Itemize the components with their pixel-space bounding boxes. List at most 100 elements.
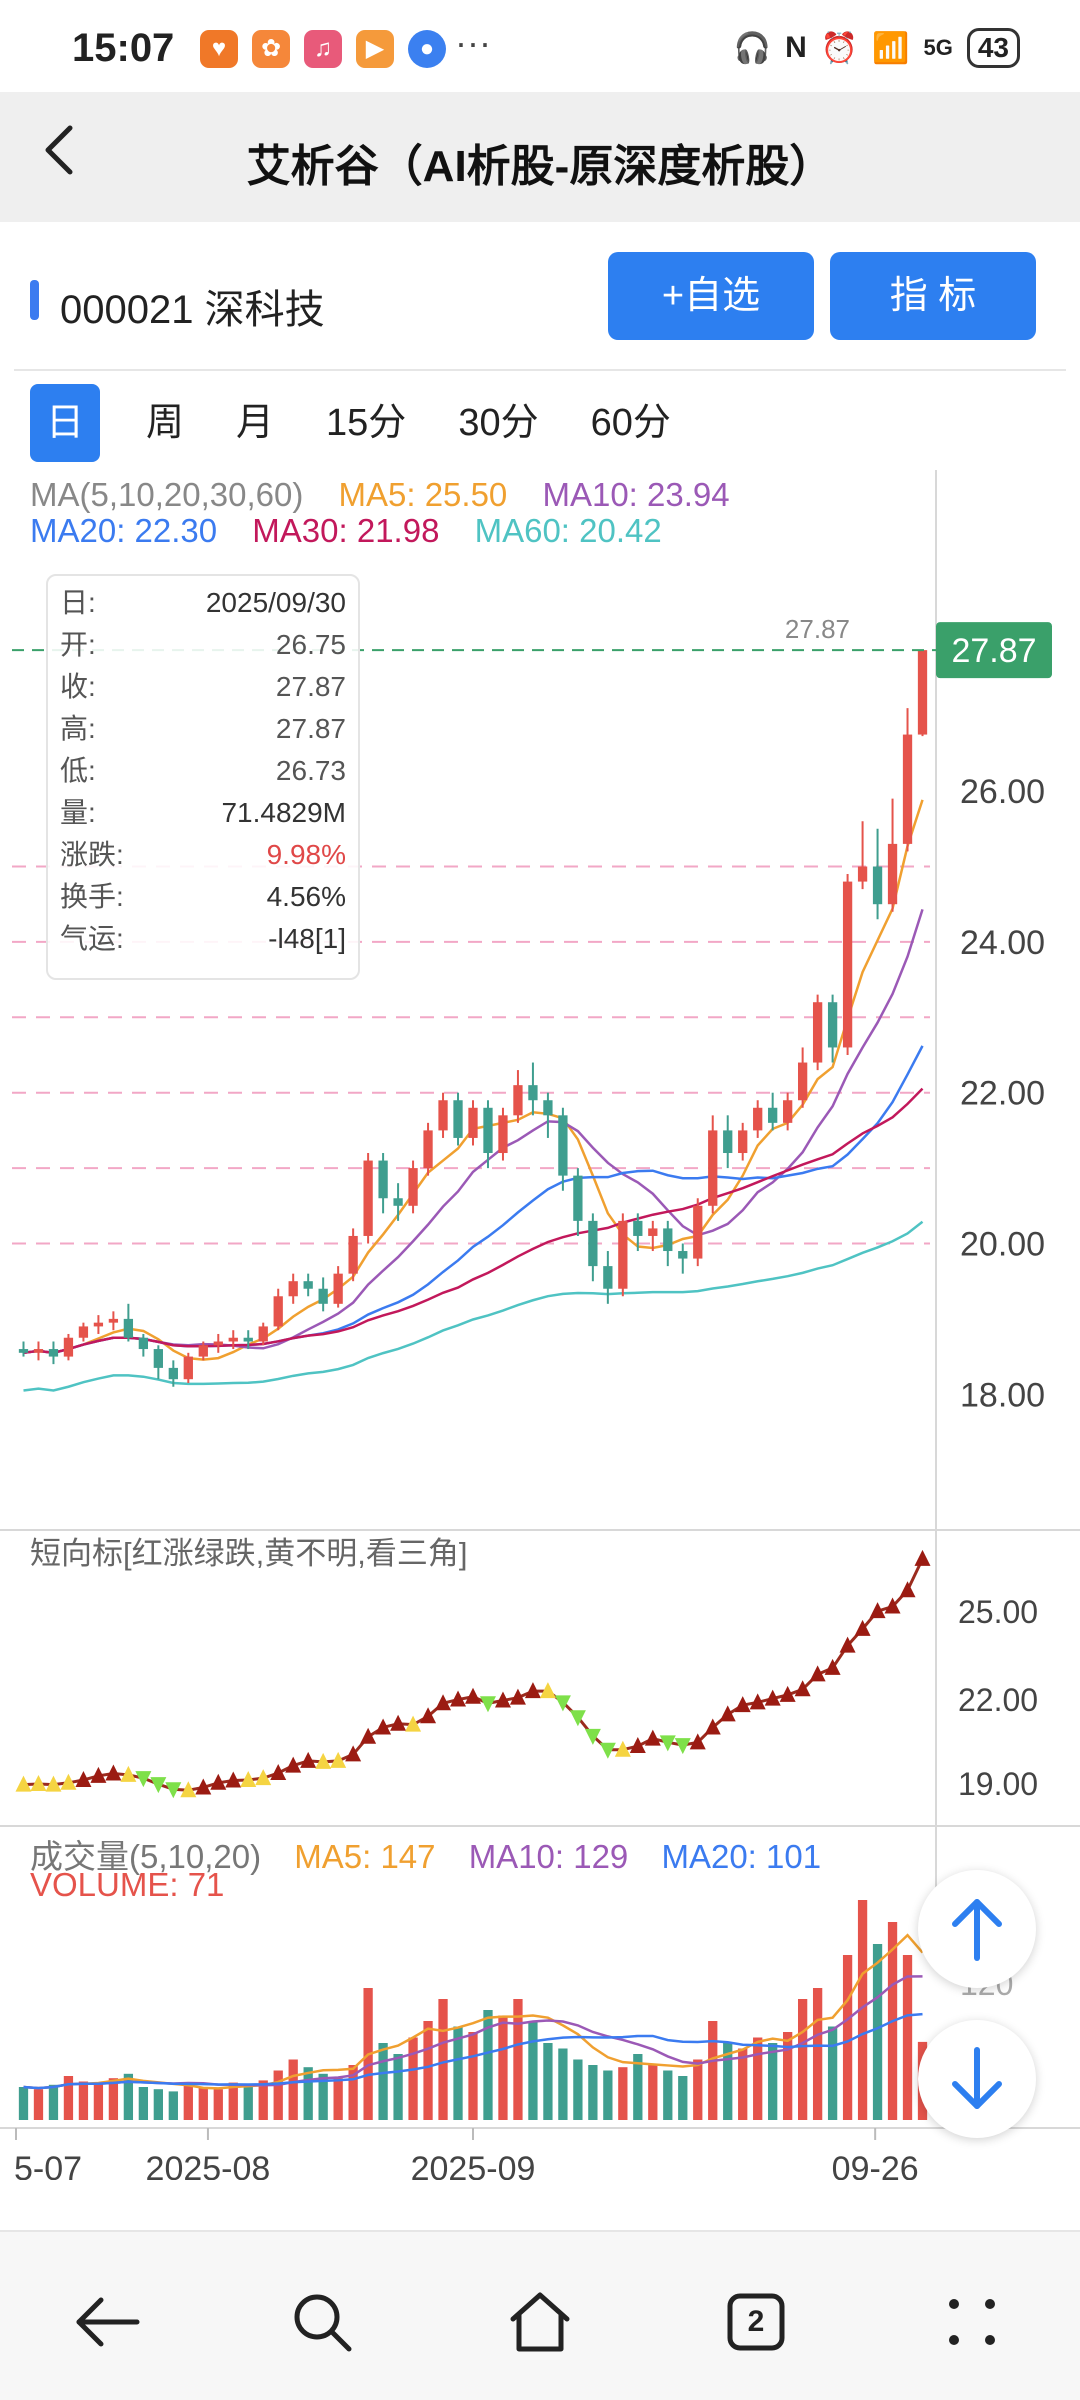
trend-triangle [899, 1581, 916, 1598]
taobao-icon: ♥ [200, 30, 238, 68]
scroll-down-button[interactable] [918, 2020, 1036, 2138]
stock-marker [30, 280, 39, 320]
volume-bar [18, 2087, 29, 2120]
price-axis: 26.00 24.00 22.00 20.00 18.00 [960, 773, 1045, 1414]
stock-row: 000021 深科技 +自选 指 标 [0, 222, 1080, 372]
sub-panel-label: 短向标[红涨绿跌,黄不明,看三角] [30, 1536, 468, 1571]
price-tick-label: 18.00 [960, 1376, 1045, 1414]
trend-triangle [569, 1710, 586, 1727]
tab-30min[interactable]: 30分 [458, 402, 539, 444]
trend-triangle [734, 1696, 751, 1713]
volume-bar [753, 2037, 763, 2120]
add-watchlist-button[interactable]: +自选 [608, 252, 814, 340]
trend-triangle [614, 1740, 631, 1757]
ma60-legend: MA60: 20.42 [474, 512, 662, 549]
volume-bar [902, 1955, 913, 2120]
trend-triangle [165, 1782, 182, 1799]
last-price-marker: 27.87 27.87 [12, 614, 1052, 679]
trend-triangle [749, 1693, 766, 1710]
last-price-note: 27.87 [785, 614, 850, 644]
ma-legend-line2: MA20: 22.30 MA30: 21.98 MA60: 20.42 [30, 512, 688, 550]
trend-triangle [120, 1765, 137, 1782]
candle-body [783, 1100, 793, 1123]
tab-week[interactable]: 周 [146, 402, 185, 444]
trend-triangle [584, 1728, 601, 1745]
candles [18, 650, 928, 1387]
back-icon[interactable] [38, 120, 78, 194]
x-tick-label: 2025-09 [411, 2150, 536, 2180]
last-price-tag [936, 622, 1052, 679]
trend-triangle [390, 1714, 407, 1731]
volume-bar [348, 2065, 358, 2120]
tabs-icon[interactable]: 2 [716, 2282, 796, 2362]
trend-triangle [75, 1771, 92, 1787]
candle-body [363, 1160, 373, 1236]
candle-body [348, 1235, 358, 1274]
candle-body [708, 1130, 718, 1206]
headphone-icon: 🎧 [733, 31, 772, 65]
tab-day[interactable]: 日 [30, 384, 100, 462]
volume-bar [678, 2076, 688, 2120]
trend-triangle [270, 1764, 287, 1781]
tab-month[interactable]: 月 [236, 402, 275, 444]
back-arrow-icon[interactable] [68, 2282, 148, 2362]
candle-body [797, 1062, 808, 1101]
volume-bar [153, 2089, 163, 2120]
candle-info-box: 日: 2025/09/30 开: 26.75 收: 27.87 高: 27.87 低: 2… [46, 574, 360, 980]
candle-body [378, 1160, 388, 1199]
video-icon: ▶ [356, 30, 394, 68]
trend-triangle [674, 1738, 691, 1755]
x-tick-label: 5-07 [14, 2150, 82, 2180]
trend-triangle [704, 1718, 721, 1735]
info-row-close: 收: 27.87 [60, 671, 346, 702]
info-row-turnover: 换手: 4.56% [60, 881, 346, 912]
volume-bar [603, 2070, 613, 2120]
trend-triangle [45, 1775, 62, 1792]
candle-body [168, 1367, 178, 1380]
sub-ytick-3: 19.00 [958, 1766, 1039, 1802]
search-icon[interactable] [282, 2282, 362, 2362]
trend-triangle [659, 1735, 676, 1752]
volume-panel [18, 1900, 928, 2120]
stock-chart[interactable]: 26.00 24.00 22.00 20.00 18.00 27.87 27.87 5-0… [0, 470, 1080, 2180]
indicator-button[interactable]: 指 标 [830, 252, 1036, 340]
menu-icon[interactable] [932, 2282, 1012, 2362]
vol-ma20-line [23, 2012, 923, 2090]
trend-triangle [809, 1665, 826, 1682]
trend-triangle [494, 1691, 511, 1708]
scroll-up-button[interactable] [918, 1870, 1036, 1988]
price-tick-label: 24.00 [960, 924, 1045, 962]
candle-body [333, 1273, 343, 1304]
volume-bar [618, 2067, 628, 2120]
info-row-change: 涨跌: 9.98% [60, 839, 346, 870]
candle-body [108, 1318, 119, 1323]
volume-bar [453, 2026, 463, 2120]
trend-triangle [599, 1742, 616, 1759]
ma30-line [23, 1087, 924, 1355]
candle-body [842, 881, 853, 1048]
trend-triangle [435, 1694, 452, 1711]
trend-triangle [465, 1687, 481, 1704]
volume-legend: 成交量(5,10,20) MA5: 147 MA10: 129 MA20: 10… [30, 1830, 821, 1878]
volume-bar [393, 2054, 403, 2120]
trend-triangle [330, 1751, 347, 1768]
price-tick-label: 26.00 [960, 773, 1045, 811]
tab-60min[interactable]: 60分 [590, 402, 671, 444]
candle-body [917, 650, 928, 735]
divider [14, 369, 1066, 371]
trend-triangle [300, 1751, 317, 1768]
vol-ma20-legend: MA20: 101 [661, 1838, 822, 1875]
candle-body [872, 866, 883, 905]
candle-body [303, 1281, 313, 1289]
nfc-icon: N [785, 31, 807, 64]
trend-triangle [375, 1718, 392, 1735]
trend-triangle [105, 1764, 122, 1781]
page-title: 艾析谷（AI析股-原深度析股） [246, 142, 834, 191]
volume-bar [288, 2059, 298, 2120]
browser-icon: ● [408, 30, 446, 68]
tab-15min[interactable]: 15分 [326, 402, 407, 444]
volume-bar [708, 2021, 718, 2120]
home-icon[interactable] [500, 2282, 580, 2362]
trend-triangle [644, 1729, 661, 1746]
volume-bar [198, 2087, 208, 2120]
